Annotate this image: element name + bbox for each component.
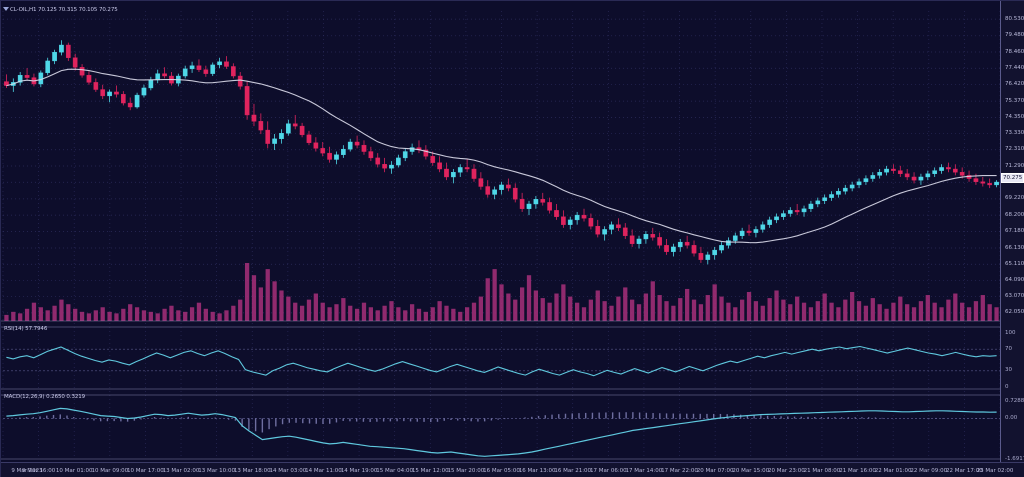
- rsi-axis-tick: 0: [1005, 383, 1009, 390]
- price-axis-tick: 73.330: [1005, 130, 1024, 137]
- price-axis-tick: 76.420: [1005, 80, 1024, 87]
- time-axis-tick: 13 Mar 02:00: [162, 468, 200, 474]
- rsi-indicator-label: RSI(14) 57.7946: [4, 326, 48, 332]
- price-axis-tick: 66.130: [1005, 244, 1024, 251]
- price-axis-tick: 69.220: [1005, 195, 1024, 202]
- time-axis-tick: 15 Mar 04:00: [376, 468, 414, 474]
- price-axis-tick: 63.070: [1005, 293, 1024, 300]
- price-axis-tick: 80.530: [1005, 15, 1024, 22]
- time-axis-tick: 13 Mar 18:00: [233, 468, 271, 474]
- time-axis-tick: 23 Mar 02:00: [976, 468, 1014, 474]
- time-axis-tick: 22 Mar 09:00: [910, 468, 948, 474]
- rsi-axis-tick: 100: [1005, 329, 1016, 336]
- macd-indicator-label: MACD(12,26,9) 0.2650 0.3219: [4, 394, 86, 400]
- current-price-flag: 70.275: [1001, 173, 1024, 183]
- time-axis-tick: 13 Mar 10:00: [198, 468, 236, 474]
- price-axis-strip[interactable]: [1000, 1, 1024, 462]
- price-axis-tick: 72.310: [1005, 146, 1024, 153]
- price-axis-tick: 71.290: [1005, 162, 1024, 169]
- price-axis-tick: 65.110: [1005, 260, 1024, 267]
- symbol-quote-label: CL-OIL,H1 70.125 70.315 70.105 70.275: [10, 7, 118, 13]
- time-axis-tick: 16 Mar 13:00: [518, 468, 556, 474]
- price-axis-tick: 68.200: [1005, 211, 1024, 218]
- macd-axis-tick: -1.6917: [1005, 455, 1024, 462]
- price-axis-tick: 79.480: [1005, 32, 1024, 39]
- price-axis-tick: 77.440: [1005, 64, 1024, 71]
- time-axis-tick: 17 Mar 06:00: [589, 468, 627, 474]
- time-axis-tick: 21 Mar 16:00: [839, 468, 876, 474]
- time-axis-tick: 14 Mar 11:00: [305, 468, 342, 474]
- time-axis-tick: 14 Mar 19:00: [340, 468, 378, 474]
- time-axis-tick: 15 Mar 12:00: [411, 468, 449, 474]
- rsi-axis-tick: 30: [1005, 367, 1012, 374]
- time-axis-tick: 10 Mar 17:00: [127, 468, 164, 474]
- time-axis-tick: 16 Mar 21:00: [554, 468, 592, 474]
- time-axis-tick: 21 Mar 08:00: [803, 468, 841, 474]
- time-axis-tick: 15 Mar 20:00: [447, 468, 485, 474]
- time-axis-tick: 17 Mar 22:00: [661, 468, 698, 474]
- time-axis-tick: 10 Mar 09:00: [91, 468, 129, 474]
- macd-axis-tick: 0.7288: [1005, 397, 1024, 404]
- time-axis-tick: 22 Mar 01:00: [874, 468, 912, 474]
- price-axis-tick: 62.050: [1005, 309, 1024, 316]
- time-axis-tick: 14 Mar 03:00: [269, 468, 307, 474]
- macd-axis-tick: 0.00: [1005, 414, 1018, 421]
- time-axis-tick: 20 Mar 23:00: [767, 468, 805, 474]
- time-axis-tick: 17 Mar 14:00: [625, 468, 663, 474]
- time-axis-tick: 9 Mar 2023: [11, 468, 43, 474]
- time-axis-tick: 9 Mar 16:00: [21, 468, 56, 474]
- time-axis-tick: 10 Mar 01:00: [55, 468, 93, 474]
- time-axis-tick: 22 Mar 17:00: [946, 468, 983, 474]
- price-axis-tick: 75.370: [1005, 97, 1024, 104]
- rsi-axis-tick: 70: [1005, 345, 1012, 352]
- time-axis-strip[interactable]: [1, 462, 1024, 477]
- price-axis-tick: 67.180: [1005, 227, 1024, 234]
- triangle-down-icon[interactable]: [3, 7, 9, 11]
- time-axis-tick: 20 Mar 15:00: [732, 468, 770, 474]
- time-axis-tick: 16 Mar 05:00: [483, 468, 520, 474]
- price-axis-tick: 78.460: [1005, 48, 1024, 55]
- price-axis-tick: 64.090: [1005, 276, 1024, 283]
- time-axis-tick: 20 Mar 07:00: [696, 468, 734, 474]
- price-axis-tick: 74.350: [1005, 113, 1024, 120]
